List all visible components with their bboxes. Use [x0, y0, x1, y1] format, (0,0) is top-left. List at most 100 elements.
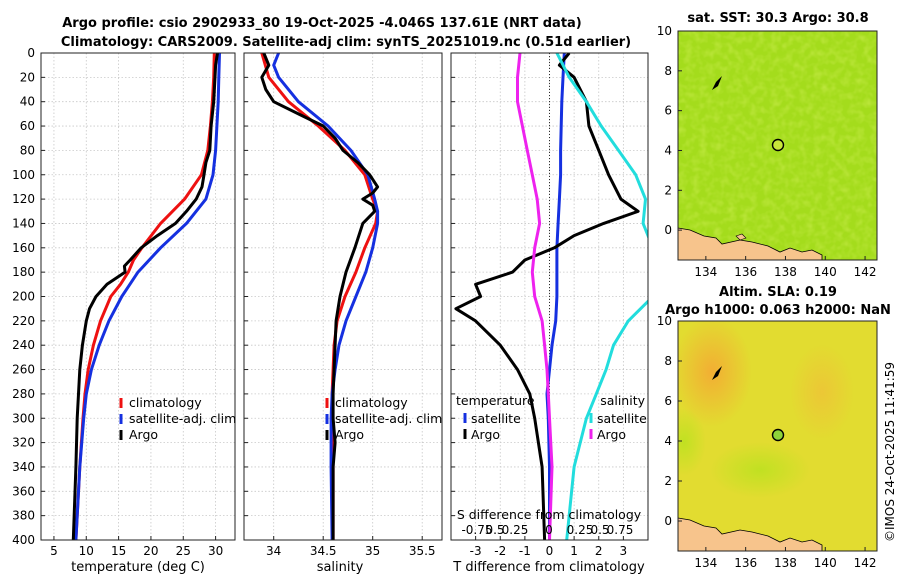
figure-title-line1: Argo profile: csio 2902933_80 19-Oct-202…	[62, 16, 582, 31]
x-tick-label: -3	[470, 544, 482, 558]
figure-title-line2: Climatology: CARS2009. Satellite-adj cli…	[61, 35, 631, 50]
map-x-tick-label: 142	[854, 265, 877, 279]
sla-map-frame	[677, 320, 878, 552]
sla-low-anomaly-west	[678, 408, 706, 476]
map-y-tick-label: 4	[664, 434, 672, 448]
map-x-tick-label: 134	[694, 556, 717, 570]
map-y-tick-label: 6	[664, 104, 672, 118]
legend-label: satellite-adj. clim	[335, 411, 442, 426]
y-tick-label: 100	[12, 168, 35, 182]
x-tick-label: 35.5	[409, 544, 436, 558]
y-tick-label: 80	[20, 143, 35, 157]
legend-label: Argo	[335, 427, 364, 442]
x-tick-label: -2	[494, 544, 506, 558]
sla-map-title-line1: Altim. SLA: 0.19	[719, 285, 837, 300]
sst-map-frame	[677, 30, 878, 261]
map-x-tick-label: 136	[734, 265, 757, 279]
sla-argo-marker	[771, 428, 785, 442]
series-group	[71, 53, 221, 540]
legend-title-temperature: temperature	[456, 393, 535, 408]
map-y-tick-label: 10	[657, 24, 672, 38]
secondary-x-tick-label: 0.75	[607, 523, 634, 537]
map-x-tick-label: 142	[854, 556, 877, 570]
sla-island	[712, 366, 722, 380]
secondary-x-tick-label: 0.5	[485, 523, 504, 537]
y-tick-label: 280	[12, 387, 35, 401]
x-tick-label: 10	[79, 544, 94, 558]
series-line-satellite-adj-clim	[74, 53, 221, 540]
map-y-tick-label: 6	[664, 394, 672, 408]
y-tick-label: 40	[20, 95, 35, 109]
legend-label: satellite-adj. clim	[129, 411, 236, 426]
legend-label: satellite	[471, 411, 521, 426]
secondary-x-tick-label: 0	[545, 523, 553, 537]
secondary-x-tick-label: 0.25	[502, 523, 529, 537]
map-x-tick-label: 140	[814, 556, 837, 570]
map-x-tick-label: 138	[774, 265, 797, 279]
series-group	[260, 53, 380, 540]
y-tick-label: 180	[12, 265, 35, 279]
x-tick-label: 30	[208, 544, 223, 558]
map-y-tick-label: 8	[664, 64, 672, 78]
y-tick-label: 220	[12, 314, 35, 328]
sst-land-newguinea	[678, 227, 823, 260]
series-line-sal-satellite-diff	[555, 53, 648, 540]
imos-watermark: ©IMOS 24-Oct-2025 11:41:59	[883, 362, 897, 542]
secondary-x-tick-label: 0.5	[590, 523, 609, 537]
legend-label: satellite	[597, 411, 647, 426]
legend-title-salinity: salinity	[600, 393, 645, 408]
legend-label: climatology	[335, 395, 408, 410]
y-tick-label: 240	[12, 338, 35, 352]
secondary-x-tick-label: -0.75	[461, 523, 492, 537]
x-tick-label: 20	[143, 544, 158, 558]
sla-high-anomaly-west	[678, 321, 752, 427]
secondary-x-tick-label: 0.25	[567, 523, 594, 537]
panel-frame	[450, 52, 649, 541]
map-x-tick-label: 134	[694, 265, 717, 279]
panel-frame	[40, 52, 236, 541]
legend-label: Argo	[597, 427, 626, 442]
map-y-tick-label: 0	[664, 223, 672, 237]
sla-high-anomaly-east	[790, 344, 854, 440]
y-tick-label: 200	[12, 290, 35, 304]
x-tick-label: 2	[595, 544, 603, 558]
x-tick-label: 0	[546, 544, 554, 558]
series-line-temp-argo-diff	[454, 53, 640, 540]
map-y-tick-label: 10	[657, 314, 672, 328]
sla-low-anomaly-center	[710, 442, 810, 498]
y-tick-label: 20	[20, 70, 35, 84]
x-tick-label: 34.5	[310, 544, 337, 558]
map-y-tick-label: 2	[664, 183, 672, 197]
y-tick-label: 0	[27, 46, 35, 60]
y-tick-label: 120	[12, 192, 35, 206]
x-tick-label: 34	[266, 544, 281, 558]
sst-island	[712, 76, 722, 90]
legend-label: Argo	[471, 427, 500, 442]
x-tick-label: 1	[570, 544, 578, 558]
map-y-tick-label: 2	[664, 474, 672, 488]
sla-map-title-line2: Argo h1000: 0.063 h2000: NaN	[665, 303, 891, 318]
y-tick-label: 160	[12, 241, 35, 255]
x-tick-label: 3	[620, 544, 628, 558]
x-tick-label: 15	[111, 544, 126, 558]
map-x-tick-label: 136	[734, 556, 757, 570]
map-y-tick-label: 8	[664, 354, 672, 368]
map-y-tick-label: 0	[664, 514, 672, 528]
temperature-panel: 0 20 40 60 80 100 120 140 160 180 200 220 240 260 280 3…	[12, 46, 236, 558]
y-tick-label: 300	[12, 411, 35, 425]
x-tick-label: 25	[176, 544, 191, 558]
map-x-tick-label: 138	[774, 556, 797, 570]
legend-label: Argo	[129, 427, 158, 442]
legend-label: climatology	[129, 395, 202, 410]
series-line-argo	[260, 53, 380, 540]
y-tick-label: 400	[12, 533, 35, 547]
x-tick-label: 35	[365, 544, 380, 558]
y-tick-label: 140	[12, 216, 35, 230]
series-line-argo	[71, 53, 219, 540]
x-tick-label: 5	[50, 544, 58, 558]
sla-map: 134 136 138 140 142 10 8 6 4 2 0	[657, 314, 878, 570]
y-tick-label: 320	[12, 436, 35, 450]
